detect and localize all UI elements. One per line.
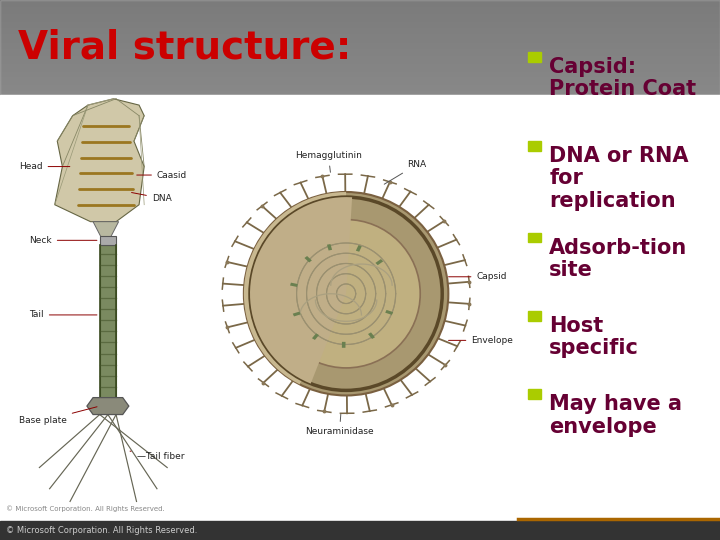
Text: Neuraminidase: Neuraminidase [305, 414, 374, 436]
Bar [327, 244, 332, 251]
Text: Host
specific: Host specific [549, 316, 639, 359]
Text: DNA: DNA [132, 193, 171, 203]
Text: Capsid:
Protein Coat: Capsid: Protein Coat [549, 57, 696, 99]
Polygon shape [250, 197, 352, 383]
Bar [375, 259, 383, 265]
Bar [99, 235, 116, 245]
Bar [528, 52, 541, 62]
Bar [385, 310, 393, 315]
Text: —Tail fiber: —Tail fiber [130, 451, 184, 462]
Bar [293, 312, 301, 316]
Polygon shape [93, 221, 119, 237]
Text: Caasid: Caasid [137, 171, 187, 179]
Text: Viral structure:: Viral structure: [18, 28, 351, 66]
Text: Hemagglutinin: Hemagglutinin [295, 151, 362, 172]
Bar [305, 256, 312, 262]
Polygon shape [55, 99, 144, 221]
Text: RNA: RNA [384, 160, 426, 184]
Bar [312, 333, 319, 340]
Polygon shape [244, 192, 346, 384]
Bar [290, 282, 298, 287]
Text: Envelope: Envelope [449, 336, 513, 345]
Text: Head: Head [19, 162, 70, 171]
Ellipse shape [272, 220, 420, 368]
Ellipse shape [244, 192, 449, 395]
Bar [528, 311, 541, 321]
Bar [528, 141, 541, 151]
Text: Capsid: Capsid [449, 272, 507, 281]
Text: May have a
envelope: May have a envelope [549, 394, 683, 437]
Bar [528, 389, 541, 399]
Bar [0, 0, 720, 94]
Bar [528, 233, 541, 242]
Bar [368, 333, 375, 339]
Text: Base plate: Base plate [19, 407, 97, 426]
Bar [356, 245, 361, 252]
Text: Neck: Neck [29, 236, 97, 245]
Bar [0, 521, 720, 540]
Text: Adsorb-tion
site: Adsorb-tion site [549, 238, 688, 280]
Text: Tail: Tail [29, 310, 97, 320]
Text: © Microsoft Corporation. All Rights Reserved.: © Microsoft Corporation. All Rights Rese… [6, 526, 197, 535]
Bar [99, 245, 116, 397]
Bar [342, 342, 346, 348]
Text: © Microsoft Corporation. All Rights Reserved.: © Microsoft Corporation. All Rights Rese… [6, 505, 165, 512]
Polygon shape [87, 397, 129, 415]
Bar [0, 94, 720, 521]
Text: DNA or RNA
for
replication: DNA or RNA for replication [549, 146, 689, 211]
